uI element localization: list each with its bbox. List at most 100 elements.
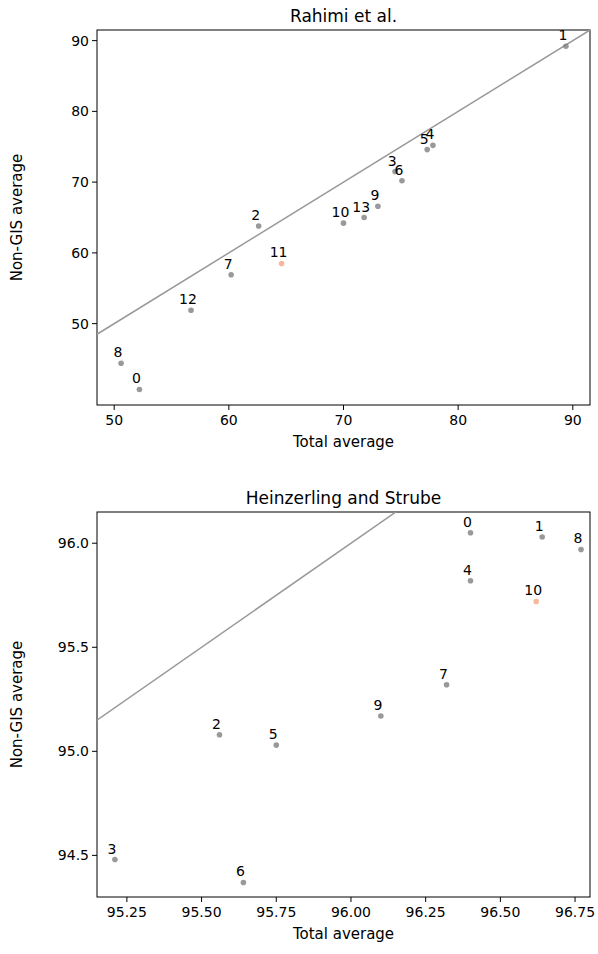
y-tick xyxy=(92,855,97,856)
x-axis-label: Total average xyxy=(292,925,394,943)
x-tick-label: 80 xyxy=(449,412,467,428)
point xyxy=(539,534,545,540)
point xyxy=(112,857,118,863)
point-label: 7 xyxy=(439,666,448,682)
point xyxy=(137,387,143,393)
point-label: 1 xyxy=(558,27,567,43)
x-tick xyxy=(575,897,576,902)
y-tick-label: 95.5 xyxy=(58,639,89,655)
title: Heinzerling and Strube xyxy=(246,488,441,508)
x-tick xyxy=(114,405,115,410)
chart: 95.2595.5095.7596.0096.2596.5096.7594.59… xyxy=(0,377,595,943)
x-tick-label: 96.75 xyxy=(555,904,595,920)
x-tick-label: 96.25 xyxy=(406,904,446,920)
y-tick-label: 60 xyxy=(71,245,89,261)
x-tick xyxy=(228,405,229,410)
point-label: 2 xyxy=(251,207,260,223)
y-axis-label: Non-GIS average xyxy=(8,154,26,282)
point xyxy=(256,223,262,229)
y-tick-label: 50 xyxy=(71,316,89,332)
x-tick xyxy=(572,405,573,410)
point-label: 8 xyxy=(574,530,583,546)
point xyxy=(444,682,450,688)
point xyxy=(118,360,124,366)
point-label: 1 xyxy=(535,518,544,534)
title: Rahimi et al. xyxy=(290,6,397,26)
point-label: 3 xyxy=(107,841,116,857)
point-label: 5 xyxy=(269,726,278,742)
x-tick xyxy=(350,897,351,902)
plot-area xyxy=(97,30,590,405)
point xyxy=(375,203,381,209)
y-tick-label: 80 xyxy=(71,103,89,119)
reference-line xyxy=(97,30,590,405)
plot-frame xyxy=(97,512,590,897)
point-label: 5 xyxy=(420,131,429,147)
figure: 50607080905060708090Rahimi et al.Total a… xyxy=(0,0,598,954)
point-label: 2 xyxy=(212,716,221,732)
point-label: 10 xyxy=(524,582,542,598)
x-tick-label: 60 xyxy=(220,412,238,428)
y-tick-label: 90 xyxy=(71,33,89,49)
plot-frame xyxy=(97,30,590,405)
point xyxy=(563,43,569,49)
point xyxy=(468,578,474,584)
point xyxy=(424,147,430,153)
point xyxy=(578,547,584,553)
y-tick xyxy=(92,111,97,112)
point xyxy=(273,742,279,748)
point-label: 10 xyxy=(332,204,350,220)
x-tick-label: 70 xyxy=(335,412,353,428)
reference-line xyxy=(97,512,590,897)
x-tick-label: 95.75 xyxy=(256,904,296,920)
y-tick-label: 70 xyxy=(71,174,89,190)
point-label: 9 xyxy=(373,697,382,713)
y-tick-label: 94.5 xyxy=(58,847,89,863)
y-tick xyxy=(92,40,97,41)
x-tick-label: 50 xyxy=(105,412,123,428)
x-tick xyxy=(276,897,277,902)
point xyxy=(378,713,384,719)
point xyxy=(188,307,194,313)
point xyxy=(430,143,436,149)
point-label: 0 xyxy=(463,514,472,530)
point xyxy=(241,880,247,886)
y-tick-label: 96.0 xyxy=(58,535,89,551)
point xyxy=(217,732,223,738)
point xyxy=(341,220,347,226)
x-tick-label: 95.25 xyxy=(107,904,147,920)
y-tick xyxy=(92,252,97,253)
x-tick xyxy=(126,897,127,902)
point-label: 8 xyxy=(114,344,123,360)
x-tick-label: 96.50 xyxy=(480,904,520,920)
point-label: 6 xyxy=(395,162,404,178)
point xyxy=(361,215,367,221)
y-tick xyxy=(92,323,97,324)
y-tick xyxy=(92,647,97,648)
x-tick xyxy=(201,897,202,902)
plot-area xyxy=(97,512,590,897)
x-tick xyxy=(500,897,501,902)
point-label: 12 xyxy=(179,291,197,307)
y-tick xyxy=(92,751,97,752)
y-tick xyxy=(92,182,97,183)
point-label: 7 xyxy=(224,256,233,272)
point-label: 6 xyxy=(236,863,245,879)
point xyxy=(468,530,474,536)
point xyxy=(228,272,234,278)
x-tick xyxy=(458,405,459,410)
point-label: 11 xyxy=(270,244,288,260)
x-tick-label: 95.50 xyxy=(182,904,222,920)
y-axis-label: Non-GIS average xyxy=(8,641,26,769)
x-tick-label: 96.00 xyxy=(331,904,371,920)
x-tick xyxy=(425,897,426,902)
y-tick-label: 95.0 xyxy=(58,743,89,759)
chart: 50607080905060708090Rahimi et al.Total a… xyxy=(0,6,590,451)
x-tick xyxy=(343,405,344,410)
point-label: 0 xyxy=(132,370,141,386)
x-axis-label: Total average xyxy=(292,433,394,451)
x-tick-label: 90 xyxy=(564,412,582,428)
point xyxy=(533,599,539,605)
y-tick xyxy=(92,543,97,544)
point-label: 13 xyxy=(352,199,370,215)
